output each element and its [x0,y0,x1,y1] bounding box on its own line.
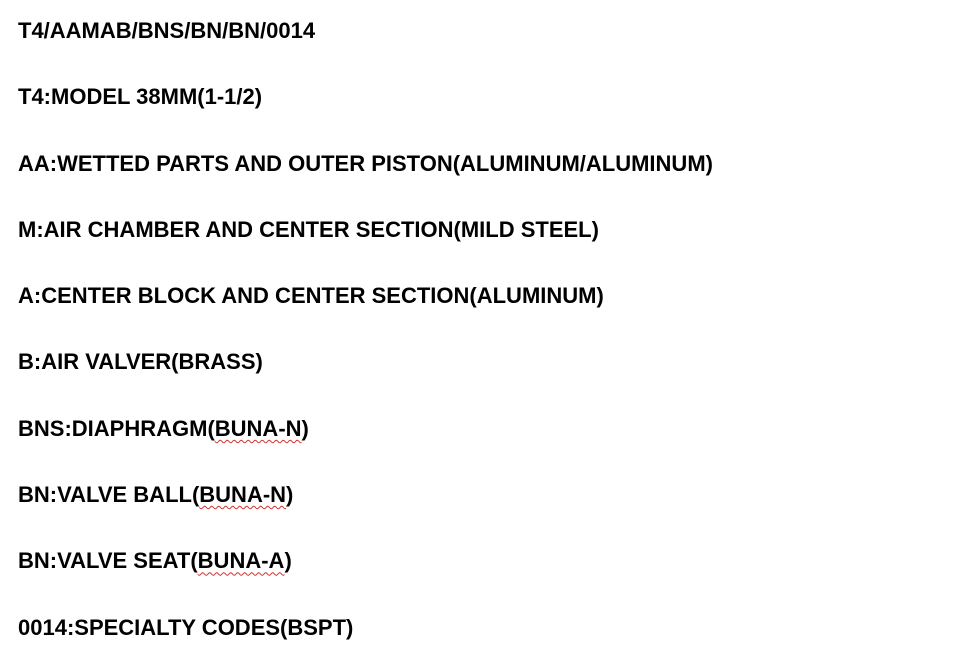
code-line-t4: T4:MODEL 38MM(1-1/2) [18,84,961,109]
code-m-desc: M:AIR CHAMBER AND CENTER SECTION(MILD ST… [18,217,599,242]
code-line-m: M:AIR CHAMBER AND CENTER SECTION(MILD ST… [18,217,961,242]
code-t4-desc: T4:MODEL 38MM(1-1/2) [18,84,262,109]
code-bns-post: ) [302,416,309,441]
document-body: T4/AAMAB/BNS/BN/BN/0014 T4:MODEL 38MM(1-… [0,0,979,640]
code-bn-ball-pre: BN:VALVE BALL( [18,482,199,507]
spellcheck-word: BUNA-N [199,482,286,507]
spellcheck-word: BUNA-N [215,416,302,441]
spellcheck-word: BUNA-A [198,548,285,573]
code-a-desc: A:CENTER BLOCK AND CENTER SECTION(ALUMIN… [18,283,604,308]
code-line-bns: BNS:DIAPHRAGM(BUNA-N) [18,416,961,441]
code-bn-seat-post: ) [284,548,291,573]
code-0014-desc: 0014:SPECIALTY CODES(BSPT) [18,615,353,640]
code-line-0014: 0014:SPECIALTY CODES(BSPT) [18,615,961,640]
code-b-desc: B:AIR VALVER(BRASS) [18,349,263,374]
code-line-b: B:AIR VALVER(BRASS) [18,349,961,374]
code-line-bn-seat: BN:VALVE SEAT(BUNA-A) [18,548,961,573]
code-bn-ball-post: ) [286,482,293,507]
code-bns-pre: BNS:DIAPHRAGM( [18,416,215,441]
part-number: T4/AAMAB/BNS/BN/BN/0014 [18,18,315,43]
code-aa-desc: AA:WETTED PARTS AND OUTER PISTON(ALUMINU… [18,151,713,176]
code-line-a: A:CENTER BLOCK AND CENTER SECTION(ALUMIN… [18,283,961,308]
part-number-line: T4/AAMAB/BNS/BN/BN/0014 [18,18,961,43]
code-line-aa: AA:WETTED PARTS AND OUTER PISTON(ALUMINU… [18,151,961,176]
code-line-bn-ball: BN:VALVE BALL(BUNA-N) [18,482,961,507]
code-bn-seat-pre: BN:VALVE SEAT( [18,548,198,573]
